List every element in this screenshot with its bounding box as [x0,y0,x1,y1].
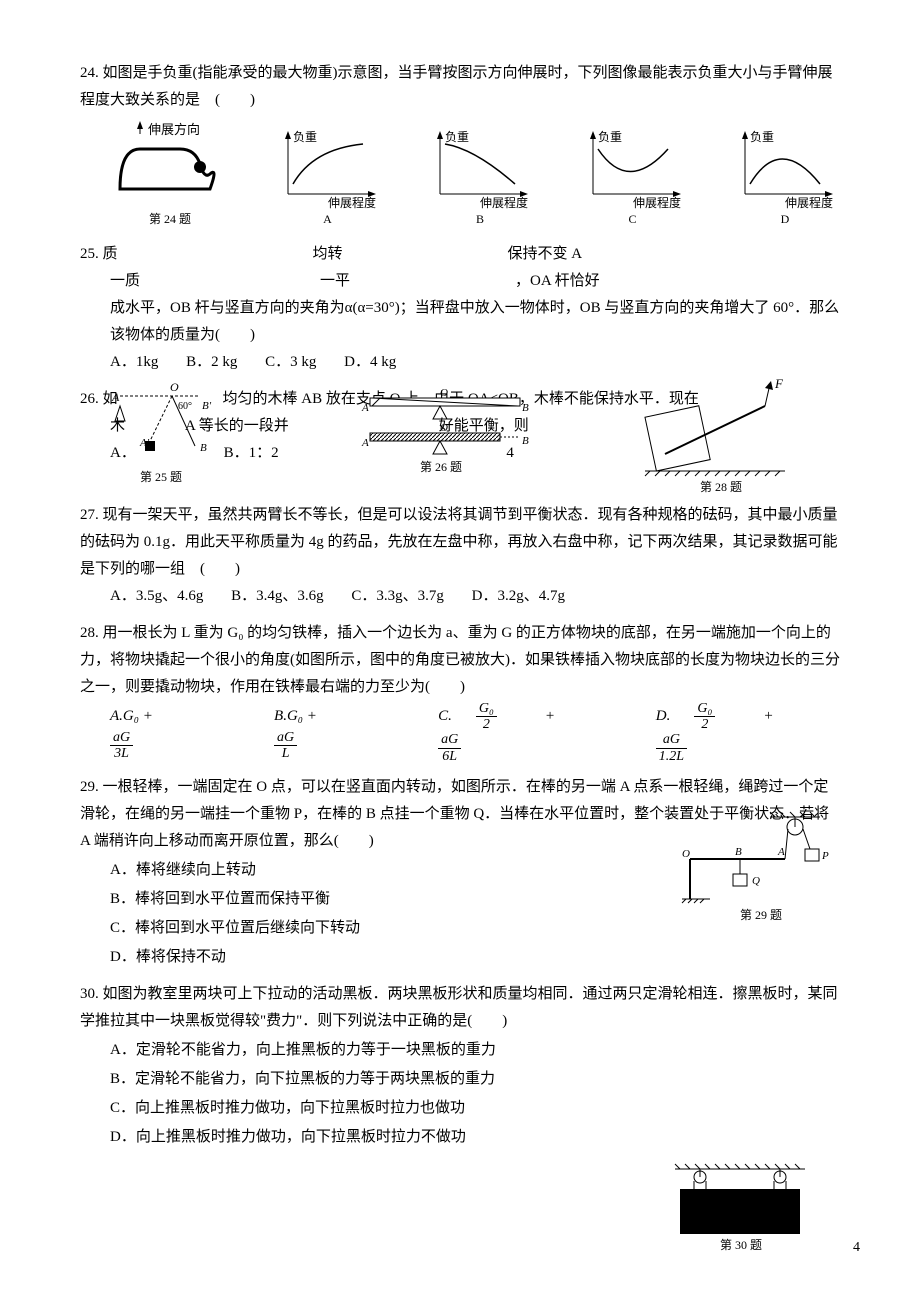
q26-number: 26. [80,391,99,407]
question-24: 24. 如图是手负重(指能承受的最大物重)示意图，当手臂按图示方向伸展时，下列图… [80,60,840,231]
q24-arm-fig: 伸展方向 第 24 题 [110,119,230,231]
q25-opt-b: B．2 kg [186,349,237,376]
fig-26: O A B O A B 第 26 题 [360,386,540,476]
q24-opt-c-fig: 负重 伸展程度 C [578,129,688,231]
arm-diagram: 伸展方向 [110,119,230,209]
q24-opt-d-label: D [730,209,840,231]
q29-number: 29. [80,779,99,795]
svg-text:伸展程度: 伸展程度 [785,195,833,209]
q29-opt-d: D．棒将保持不动 [110,944,840,971]
q25-line1: 质 均转 保持不变 A [103,246,583,262]
svg-text:B: B [735,846,742,858]
question-30: 30. 如图为教室里两块可上下拉动的活动黑板．两块黑板形状和质量均相同．通过两只… [80,981,840,1151]
svg-text:第 30 题: 第 30 题 [720,1238,762,1251]
fig-28: F 第 28 题 [640,376,790,496]
svg-text:B: B [522,402,529,414]
svg-text:伸展程度: 伸展程度 [480,195,528,209]
q27-opt-b: B．3.4g、3.6g [231,583,324,610]
svg-text:负重: 负重 [293,130,317,144]
q24-figure-row: 伸展方向 第 24 题 负重 伸展程度 A [110,119,840,231]
q27-text: 现有一架天平，虽然共两臂长不等长，但是可以设法将其调节到平衡状态．现有各种规格的… [80,507,838,577]
q28-options: A.G₀ + aG3L B.G₀ + aGL C.G₀2 + aG6L D.G₀… [80,701,840,765]
q24-opt-b-label: B [425,209,535,231]
q30-opt-b: B．定滑轮不能省力，向下拉黑板的力等于两块黑板的重力 [110,1066,840,1093]
question-25: 25. 质 均转 保持不变 A 一质 一平 ，OA 杆恰好 成水平，OB 杆与竖… [80,241,840,376]
svg-text:A: A [777,846,785,858]
q24-fig-caption: 第 24 题 [110,209,230,231]
svg-text:P: P [821,850,829,862]
q27-number: 27. [80,507,99,523]
svg-text:第 25 题: 第 25 题 [140,470,182,484]
svg-text:第 28 题: 第 28 题 [700,480,742,494]
fig-25: A O 60° B' A' B 第 25 题 [110,381,240,491]
q25-options: A．1kg B．2 kg C．3 kg D．4 kg [80,349,840,376]
fig-30: 第 30 题 [670,1161,810,1251]
q30-options: A．定滑轮不能省力，向上推黑板的力等于一块黑板的重力 B．定滑轮不能省力，向下拉… [80,1037,840,1151]
q24-opt-a-label: A [273,209,383,231]
question-27: 27. 现有一架天平，虽然共两臂长不等长，但是可以设法将其调节到平衡状态．现有各… [80,502,840,610]
q24-opt-b-fig: 负重 伸展程度 B [425,129,535,231]
svg-text:B': B' [202,400,212,412]
svg-text:负重: 负重 [750,130,774,144]
q28-opt-a: A.G₀ + aG3L [110,703,210,762]
svg-text:负重: 负重 [598,130,622,144]
q27-opt-c: C．3.3g、3.7g [351,583,444,610]
svg-text:O: O [440,422,448,434]
svg-text:B: B [522,435,529,447]
q24-number: 24. [80,65,99,81]
q25-line2: 一质 一平 ，OA 杆恰好 [80,268,840,295]
svg-text:60°: 60° [178,401,192,412]
svg-text:第 29 题: 第 29 题 [740,908,782,922]
question-26: A O 60° B' A' B 第 25 题 O A B O A B 第 26 … [80,386,840,492]
question-29: O B A P Q 第 29 题 29. 一根轻棒，一端固定在 O 点，可以在竖… [80,774,840,971]
svg-text:A: A [111,390,120,404]
svg-text:伸展程度: 伸展程度 [328,195,376,209]
q28-number: 28. [80,625,99,641]
q25-opt-d: D．4 kg [344,349,396,376]
q24-opt-a-fig: 负重 伸展程度 A [273,129,383,231]
q24-text: 如图是手负重(指能承受的最大物重)示意图，当手臂按图示方向伸展时，下列图像最能表… [80,65,833,108]
svg-text:O: O [170,381,179,394]
q27-opt-d: D．3.2g、4.7g [472,583,565,610]
q28-opt-d: D.G₀2 + aG1.2L [656,701,816,765]
q25-opt-a: A．1kg [110,349,158,376]
svg-text:A: A [361,402,369,414]
q28-opt-c: C.G₀2 + aG6L [438,701,592,765]
svg-text:A: A [361,437,369,449]
question-28: 28. 用一根长为 L 重为 G₀ 的均匀铁棒，插入一个边长为 a、重为 G 的… [80,620,840,765]
q30-opt-a: A．定滑轮不能省力，向上推黑板的力等于一块黑板的重力 [110,1037,840,1064]
q28-text: 用一根长为 L 重为 G₀ 的均匀铁棒，插入一个边长为 a、重为 G 的正方体物… [80,625,840,695]
q25-number: 25. [80,246,99,262]
svg-text:F: F [774,376,784,391]
q28-opt-b: B.G₀ + aGL [274,703,374,762]
svg-text:O: O [682,848,690,860]
svg-text:B: B [200,442,207,454]
q25-line3: 成水平，OB 杆与竖直方向的夹角为α(α=30°)；当秤盘中放入一物体时，OB … [80,295,840,349]
q25-opt-c: C．3 kg [265,349,316,376]
svg-text:O: O [440,387,448,399]
page-number: 4 [853,1235,860,1260]
q30-opt-c: C．向上推黑板时推力做功，向下拉黑板时拉力也做功 [110,1095,840,1122]
q30-number: 30. [80,986,99,1002]
svg-text:Q: Q [752,875,760,887]
svg-text:伸展程度: 伸展程度 [633,195,681,209]
q27-opt-a: A．3.5g、4.6g [110,583,203,610]
svg-text:第 26 题: 第 26 题 [420,460,462,474]
arm-label: 伸展方向 [148,122,200,137]
q27-options: A．3.5g、4.6g B．3.4g、3.6g C．3.3g、3.7g D．3.… [80,583,840,610]
q24-opt-d-fig: 负重 伸展程度 D [730,129,840,231]
q30-opt-d: D．向上推黑板时推力做功，向下拉黑板时拉力不做功 [110,1124,840,1151]
q30-text: 如图为教室里两块可上下拉动的活动黑板．两块黑板形状和质量均相同．通过两只定滑轮相… [80,986,838,1029]
svg-text:负重: 负重 [445,130,469,144]
q24-opt-c-label: C [578,209,688,231]
fig-29: O B A P Q 第 29 题 [680,809,830,929]
